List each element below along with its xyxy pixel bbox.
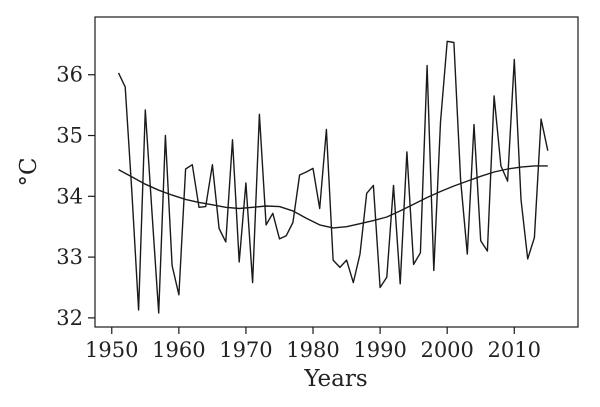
x-tick-label: 1980 — [286, 338, 339, 362]
plot-frame — [94, 16, 579, 328]
series-layer — [117, 40, 549, 314]
x-tick-label: 1960 — [152, 338, 205, 362]
x-axis: 1950 1960 1970 1980 1990 2000 2010 — [85, 327, 541, 362]
series-line-annual — [117, 40, 549, 314]
y-tick-label: 34 — [56, 184, 83, 208]
y-tick-label: 35 — [56, 124, 83, 148]
y-tick-label: 33 — [56, 245, 83, 269]
y-axis: 32 33 34 35 36 — [56, 63, 95, 330]
x-axis-title: Years — [303, 366, 367, 392]
x-tick-label: 1950 — [85, 338, 138, 362]
y-tick-label: 36 — [56, 63, 83, 87]
x-tick-label: 2000 — [420, 338, 473, 362]
x-tick-label: 1990 — [353, 338, 406, 362]
x-tick-label: 1970 — [219, 338, 272, 362]
plot-area — [94, 16, 579, 328]
x-tick-label: 2010 — [488, 338, 541, 362]
y-tick-label: 32 — [56, 306, 83, 330]
series-line-trend — [118, 165, 548, 229]
y-axis-title: °C — [16, 157, 42, 186]
